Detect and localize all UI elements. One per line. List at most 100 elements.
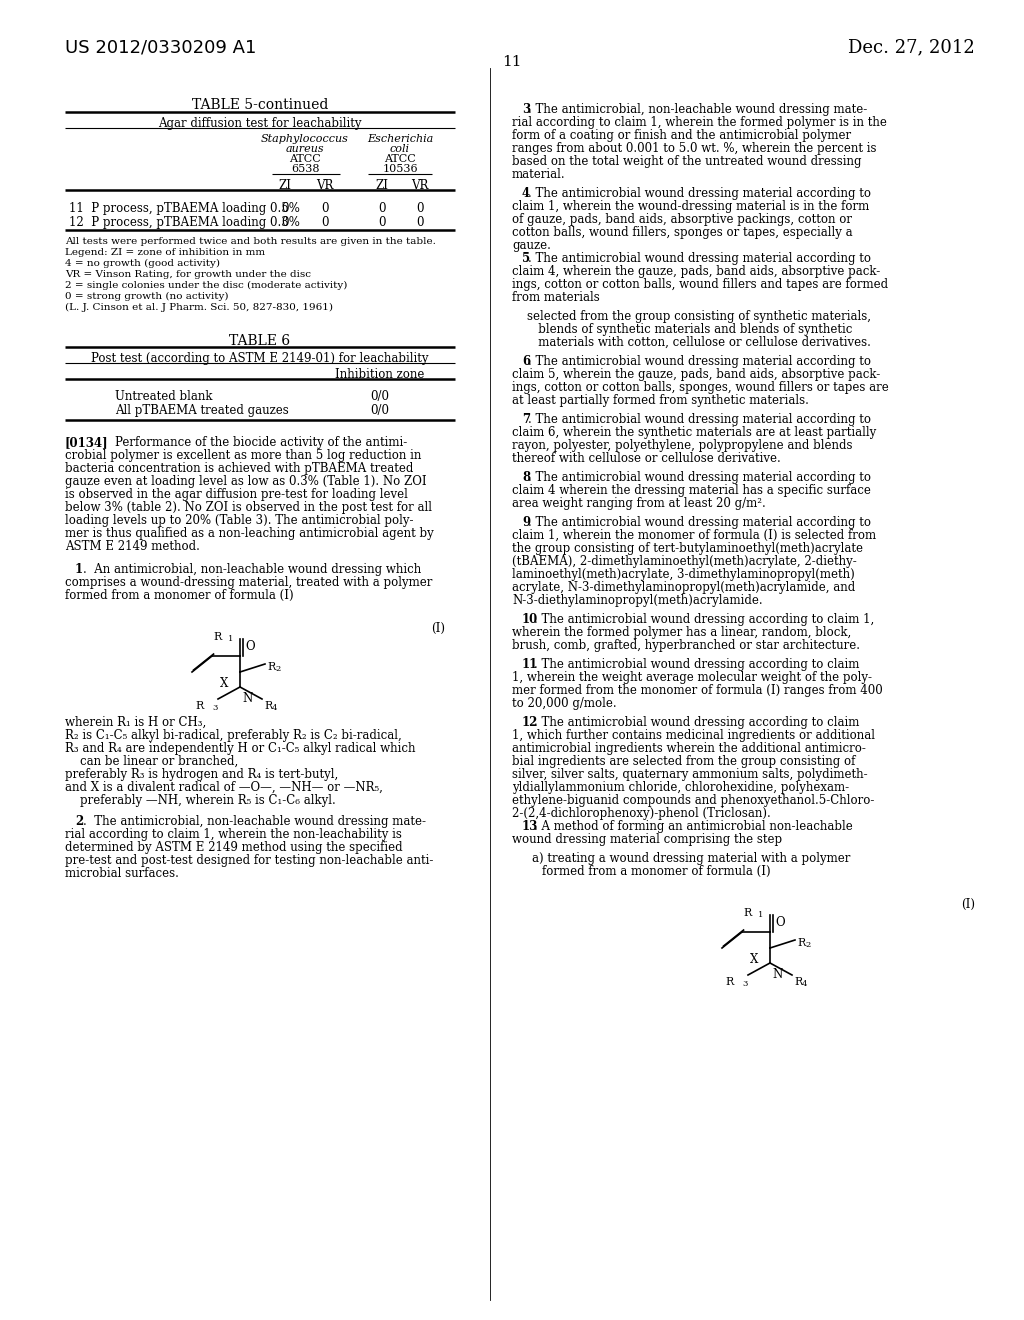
Text: 4: 4 <box>522 187 530 201</box>
Text: TABLE 5-continued: TABLE 5-continued <box>191 98 328 112</box>
Text: Post test (according to ASTM E 2149-01) for leachability: Post test (according to ASTM E 2149-01) … <box>91 352 429 366</box>
Text: crobial polymer is excellent as more than 5 log reduction in: crobial polymer is excellent as more tha… <box>65 449 421 462</box>
Text: 0 = strong growth (no activity): 0 = strong growth (no activity) <box>65 292 228 301</box>
Text: Performance of the biocide activity of the antimi-: Performance of the biocide activity of t… <box>115 436 408 449</box>
Text: laminoethyl(meth)acrylate, 3-dimethylaminopropyl(meth): laminoethyl(meth)acrylate, 3-dimethylami… <box>512 568 855 581</box>
Text: claim 1, wherein the monomer of formula (I) is selected from: claim 1, wherein the monomer of formula … <box>512 529 877 543</box>
Text: R₂ is C₁-C₅ alkyl bi-radical, preferably R₂ is C₂ bi-radical,: R₂ is C₁-C₅ alkyl bi-radical, preferably… <box>65 729 401 742</box>
Text: N: N <box>242 692 252 705</box>
Text: 4: 4 <box>802 979 808 987</box>
Text: R: R <box>267 663 275 672</box>
Text: 2: 2 <box>805 941 810 949</box>
Text: Dec. 27, 2012: Dec. 27, 2012 <box>848 38 975 55</box>
Text: 0: 0 <box>416 216 424 228</box>
Text: wherein the formed polymer has a linear, random, block,: wherein the formed polymer has a linear,… <box>512 626 851 639</box>
Text: antimicrobial ingredients wherein the additional antimicro-: antimicrobial ingredients wherein the ad… <box>512 742 866 755</box>
Text: ASTM E 2149 method.: ASTM E 2149 method. <box>65 540 200 553</box>
Text: mer is thus qualified as a non-leaching antimicrobial agent by: mer is thus qualified as a non-leaching … <box>65 527 434 540</box>
Text: 1: 1 <box>228 635 233 643</box>
Text: 10536: 10536 <box>382 164 418 174</box>
Text: Escherichia: Escherichia <box>367 135 433 144</box>
Text: claim 5, wherein the gauze, pads, band aids, absorptive pack-: claim 5, wherein the gauze, pads, band a… <box>512 368 881 381</box>
Text: N-3-diethylaminopropyl(meth)acrylamide.: N-3-diethylaminopropyl(meth)acrylamide. <box>512 594 763 607</box>
Text: (I): (I) <box>961 898 975 911</box>
Text: R: R <box>794 977 802 987</box>
Text: . The antimicrobial wound dressing material according to: . The antimicrobial wound dressing mater… <box>528 471 871 484</box>
Text: R: R <box>797 939 805 948</box>
Text: materials with cotton, cellulose or cellulose derivatives.: materials with cotton, cellulose or cell… <box>512 337 870 348</box>
Text: X: X <box>219 677 228 690</box>
Text: rayon, polyester, polyethylene, polypropylene and blends: rayon, polyester, polyethylene, polyprop… <box>512 440 853 451</box>
Text: 8: 8 <box>522 471 530 484</box>
Text: (I): (I) <box>431 622 445 635</box>
Text: is observed in the agar diffusion pre-test for loading level: is observed in the agar diffusion pre-te… <box>65 488 408 502</box>
Text: ZI: ZI <box>376 180 388 191</box>
Text: claim 1, wherein the wound-dressing material is in the form: claim 1, wherein the wound-dressing mate… <box>512 201 869 213</box>
Text: ranges from about 0.001 to 5.0 wt. %, wherein the percent is: ranges from about 0.001 to 5.0 wt. %, wh… <box>512 143 877 154</box>
Text: of gauze, pads, band aids, absorptive packings, cotton or: of gauze, pads, band aids, absorptive pa… <box>512 213 852 226</box>
Text: . The antimicrobial wound dressing material according to: . The antimicrobial wound dressing mater… <box>528 516 871 529</box>
Text: 0: 0 <box>378 216 386 228</box>
Text: [0134]: [0134] <box>65 436 109 449</box>
Text: wound dressing material comprising the step: wound dressing material comprising the s… <box>512 833 782 846</box>
Text: (L. J. Cinson et al. J Pharm. Sci. 50, 827-830, 1961): (L. J. Cinson et al. J Pharm. Sci. 50, 8… <box>65 304 333 312</box>
Text: 2: 2 <box>75 814 83 828</box>
Text: preferably R₃ is hydrogen and R₄ is tert-butyl,: preferably R₃ is hydrogen and R₄ is tert… <box>65 768 338 781</box>
Text: 1, wherein the weight average molecular weight of the poly-: 1, wherein the weight average molecular … <box>512 671 872 684</box>
Text: based on the total weight of the untreated wound dressing: based on the total weight of the untreat… <box>512 154 861 168</box>
Text: brush, comb, grafted, hyperbranched or star architecture.: brush, comb, grafted, hyperbranched or s… <box>512 639 860 652</box>
Text: All tests were performed twice and both results are given in the table.: All tests were performed twice and both … <box>65 238 436 246</box>
Text: loading levels up to 20% (Table 3). The antimicrobial poly-: loading levels up to 20% (Table 3). The … <box>65 513 414 527</box>
Text: below 3% (table 2). No ZOI is observed in the post test for all: below 3% (table 2). No ZOI is observed i… <box>65 502 432 513</box>
Text: 7: 7 <box>522 413 530 426</box>
Text: ings, cotton or cotton balls, wound fillers and tapes are formed: ings, cotton or cotton balls, wound fill… <box>512 279 888 290</box>
Text: 6: 6 <box>522 355 530 368</box>
Text: 1: 1 <box>758 911 763 919</box>
Text: yldiallylammonium chloride, chlorohexidine, polyhexam-: yldiallylammonium chloride, chlorohexidi… <box>512 781 849 795</box>
Text: thereof with cellulose or cellulose derivative.: thereof with cellulose or cellulose deri… <box>512 451 780 465</box>
Text: Agar diffusion test for leachability: Agar diffusion test for leachability <box>159 117 361 129</box>
Text: 2-(2,4-dichlorophenoxy)-phenol (Triclosan).: 2-(2,4-dichlorophenoxy)-phenol (Triclosa… <box>512 807 771 820</box>
Text: VR = Vinson Rating, for growth under the disc: VR = Vinson Rating, for growth under the… <box>65 271 311 279</box>
Text: O: O <box>245 640 255 653</box>
Text: 4 = no growth (good activity): 4 = no growth (good activity) <box>65 259 220 268</box>
Text: R: R <box>196 701 204 711</box>
Text: 0: 0 <box>322 202 329 215</box>
Text: area weight ranging from at least 20 g/m².: area weight ranging from at least 20 g/m… <box>512 498 766 510</box>
Text: 3: 3 <box>212 704 217 711</box>
Text: can be linear or branched,: can be linear or branched, <box>65 755 239 768</box>
Text: rial according to claim 1, wherein the non-leachability is: rial according to claim 1, wherein the n… <box>65 828 401 841</box>
Text: R: R <box>214 632 222 642</box>
Text: mer formed from the monomer of formula (I) ranges from 400: mer formed from the monomer of formula (… <box>512 684 883 697</box>
Text: ATCC: ATCC <box>289 154 321 164</box>
Text: aureus: aureus <box>286 144 325 154</box>
Text: gauze even at loading level as low as 0.3% (Table 1). No ZOI: gauze even at loading level as low as 0.… <box>65 475 427 488</box>
Text: the group consisting of tert-butylaminoethyl(meth)acrylate: the group consisting of tert-butylaminoe… <box>512 543 863 554</box>
Text: wherein R₁ is H or CH₃,: wherein R₁ is H or CH₃, <box>65 715 206 729</box>
Text: Staphylococcus: Staphylococcus <box>261 135 349 144</box>
Text: determined by ASTM E 2149 method using the specified: determined by ASTM E 2149 method using t… <box>65 841 402 854</box>
Text: .  An antimicrobial, non-leachable wound dressing which: . An antimicrobial, non-leachable wound … <box>83 564 421 576</box>
Text: 4: 4 <box>272 704 278 711</box>
Text: 0: 0 <box>378 202 386 215</box>
Text: and X is a divalent radical of —O—, —NH— or —NR₅,: and X is a divalent radical of —O—, —NH—… <box>65 781 383 795</box>
Text: 0/0: 0/0 <box>371 389 389 403</box>
Text: coli: coli <box>390 144 410 154</box>
Text: Untreated blank: Untreated blank <box>115 389 213 403</box>
Text: 1, which further contains medicinal ingredients or additional: 1, which further contains medicinal ingr… <box>512 729 874 742</box>
Text: formed from a monomer of formula (I): formed from a monomer of formula (I) <box>65 589 294 602</box>
Text: R: R <box>726 977 734 987</box>
Text: from materials: from materials <box>512 290 600 304</box>
Text: Inhibition zone: Inhibition zone <box>335 368 425 381</box>
Text: . The antimicrobial wound dressing material according to: . The antimicrobial wound dressing mater… <box>528 187 871 201</box>
Text: 0: 0 <box>282 202 289 215</box>
Text: 13: 13 <box>522 820 539 833</box>
Text: 1: 1 <box>75 564 83 576</box>
Text: formed from a monomer of formula (I): formed from a monomer of formula (I) <box>542 865 771 878</box>
Text: 0: 0 <box>416 202 424 215</box>
Text: 2: 2 <box>275 665 281 673</box>
Text: . A method of forming an antimicrobial non-leachable: . A method of forming an antimicrobial n… <box>534 820 853 833</box>
Text: 0: 0 <box>282 216 289 228</box>
Text: gauze.: gauze. <box>512 239 551 252</box>
Text: 11: 11 <box>502 55 522 69</box>
